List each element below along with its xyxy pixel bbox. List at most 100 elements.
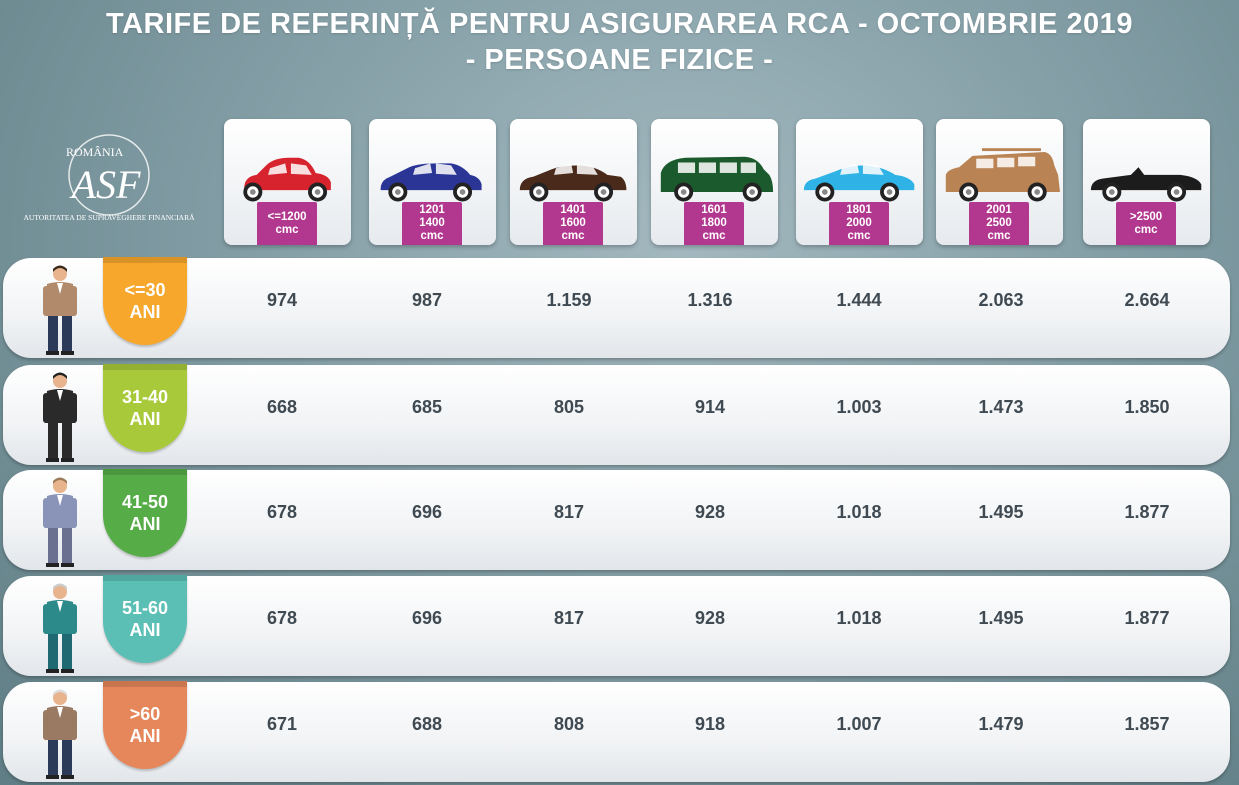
engine-capacity-text: cmc: [987, 230, 1011, 242]
tariff-value: 1.018: [836, 502, 882, 522]
engine-capacity-text: 1601: [701, 204, 727, 216]
engine-capacity-label: 1601 1800 cmc: [684, 202, 744, 245]
age-group-row: 51-60 ANI 678 696 817 928 1.018 1.495 1.877: [3, 575, 1230, 679]
tariff-value: 928: [694, 608, 726, 628]
age-group-text: ANI: [129, 514, 161, 534]
age-group-badge: 31-40 ANI: [103, 364, 187, 452]
engine-capacity-label: <=1200 cmc: [257, 202, 317, 245]
tariff-value: 1.850: [1124, 397, 1170, 417]
page-title: TARIFE DE REFERINȚĂ PENTRU ASIGURAREA RC…: [106, 8, 1133, 40]
engine-capacity-text: 1400: [419, 217, 445, 229]
page-subtitle: - PERSOANE FIZICE -: [465, 44, 774, 76]
elderly-man-icon: [37, 688, 83, 785]
age-group-text: ANI: [129, 620, 161, 640]
engine-capacity-text: cmc: [420, 230, 444, 242]
tariff-value: 1.444: [836, 290, 882, 310]
age-group-badge: <=30 ANI: [103, 257, 187, 345]
age-group-text: <=30: [124, 280, 166, 300]
tariff-value: 817: [553, 502, 585, 522]
engine-capacity-label: 2001 2500 cmc: [969, 202, 1029, 245]
age-group-badge: >60 ANI: [103, 681, 187, 769]
age-group-text: ANI: [129, 726, 161, 746]
tariff-value: 1.018: [836, 608, 882, 628]
tariff-value: 987: [411, 290, 443, 310]
man-in-vest-icon: [37, 582, 83, 679]
engine-capacity-text: 2000: [846, 217, 872, 229]
engine-capacity-text: cmc: [275, 223, 299, 236]
tariff-value: 696: [411, 502, 443, 522]
tariff-value: 805: [553, 397, 585, 417]
tariff-value: 1.316: [687, 290, 733, 310]
age-group-text: ANI: [129, 409, 161, 429]
tariff-value: 1.877: [1124, 608, 1170, 628]
engine-category-card: <=1200 cmc: [224, 119, 351, 245]
age-group-row: 31-40 ANI 668 685 805 914 1.003 1.473 1.850: [3, 364, 1230, 468]
engine-capacity-text: 1800: [701, 217, 727, 229]
engine-capacity-text: cmc: [702, 230, 726, 242]
tariff-value: 678: [266, 502, 298, 522]
engine-capacity-text: 1801: [846, 204, 872, 216]
tariff-value: 1.479: [978, 714, 1024, 734]
engine-category-card: 2001 2500 cmc: [936, 119, 1063, 245]
tariff-value: 1.495: [978, 502, 1024, 522]
engine-capacity-text: >2500: [1129, 210, 1163, 223]
tariff-value: 1.007: [836, 714, 882, 734]
tariff-value: 1.857: [1124, 714, 1170, 734]
age-group-row: >60 ANI 671 688 808 918 1.007 1.479 1.857: [3, 681, 1230, 785]
tariff-value: 2.063: [978, 290, 1024, 310]
tariff-value: 1.473: [978, 397, 1024, 417]
age-group-text: 41-50: [121, 492, 169, 512]
logo-monogram: ASF: [69, 162, 141, 207]
engine-capacity-text: cmc: [847, 230, 871, 242]
logo-country: ROMÂNIA: [66, 145, 124, 159]
engine-capacity-label: 1401 1600 cmc: [543, 202, 603, 245]
engine-capacity-text: <=1200: [267, 210, 307, 223]
age-group-text: >60: [129, 704, 161, 724]
engine-category-card: 1401 1600 cmc: [510, 119, 637, 245]
age-group-badge: 51-60 ANI: [103, 575, 187, 663]
engine-capacity-text: cmc: [1134, 223, 1158, 236]
engine-capacity-text: 1600: [560, 217, 586, 229]
tariff-value: 1.159: [546, 290, 592, 310]
tariff-value: 1.877: [1124, 502, 1170, 522]
age-group-text: 51-60: [121, 598, 169, 618]
tariff-value: 808: [553, 714, 585, 734]
engine-capacity-text: 1201: [419, 204, 445, 216]
tariff-value: 817: [553, 608, 585, 628]
tariff-value: 928: [694, 502, 726, 522]
tariff-value: 2.664: [1124, 290, 1170, 310]
asf-logo-icon: ROMÂNIA ASF AUTORITATEA DE SUPRAVEGHERE …: [23, 134, 195, 222]
engine-capacity-text: cmc: [561, 230, 585, 242]
bearded-man-icon: [37, 476, 83, 573]
tariff-value: 1.495: [978, 608, 1024, 628]
age-group-row: <=30 ANI 974 987 1.159 1.316 1.444 2.063 2.664: [3, 257, 1230, 361]
age-group-text: 31-40: [121, 387, 169, 407]
engine-category-card: >2500 cmc: [1083, 119, 1210, 245]
engine-capacity-label: 1201 1400 cmc: [402, 202, 462, 245]
engine-capacity-text: 1401: [560, 204, 586, 216]
age-group-text: ANI: [129, 302, 161, 322]
age-group-badge: 41-50 ANI: [103, 469, 187, 557]
man-in-suit-icon: [37, 371, 83, 468]
tariff-value: 678: [266, 608, 298, 628]
engine-capacity-label: >2500 cmc: [1116, 202, 1176, 245]
tariff-value: 685: [411, 397, 443, 417]
engine-capacity-label: 1801 2000 cmc: [829, 202, 889, 245]
tariff-value: 668: [266, 397, 298, 417]
age-group-row: 41-50 ANI 678 696 817 928 1.018 1.495 1.877: [3, 469, 1230, 573]
tariff-value: 914: [694, 397, 726, 417]
engine-capacity-text: 2500: [986, 217, 1012, 229]
young-man-icon: [37, 264, 83, 361]
tariff-value: 1.003: [836, 397, 882, 417]
tariff-value: 671: [266, 714, 298, 734]
engine-capacity-text: 2001: [986, 204, 1012, 216]
tariff-value: 696: [411, 608, 443, 628]
tariff-value: 918: [694, 714, 726, 734]
engine-category-card: 1201 1400 cmc: [369, 119, 496, 245]
engine-category-card: 1601 1800 cmc: [651, 119, 778, 245]
logo-org: AUTORITATEA DE SUPRAVEGHERE FINANCIARĂ: [23, 213, 195, 222]
asf-logo: ROMÂNIA ASF AUTORITATEA DE SUPRAVEGHERE …: [14, 120, 204, 230]
tariff-value: 688: [411, 714, 443, 734]
tariff-value: 974: [266, 290, 298, 310]
engine-category-card: 1801 2000 cmc: [796, 119, 923, 245]
